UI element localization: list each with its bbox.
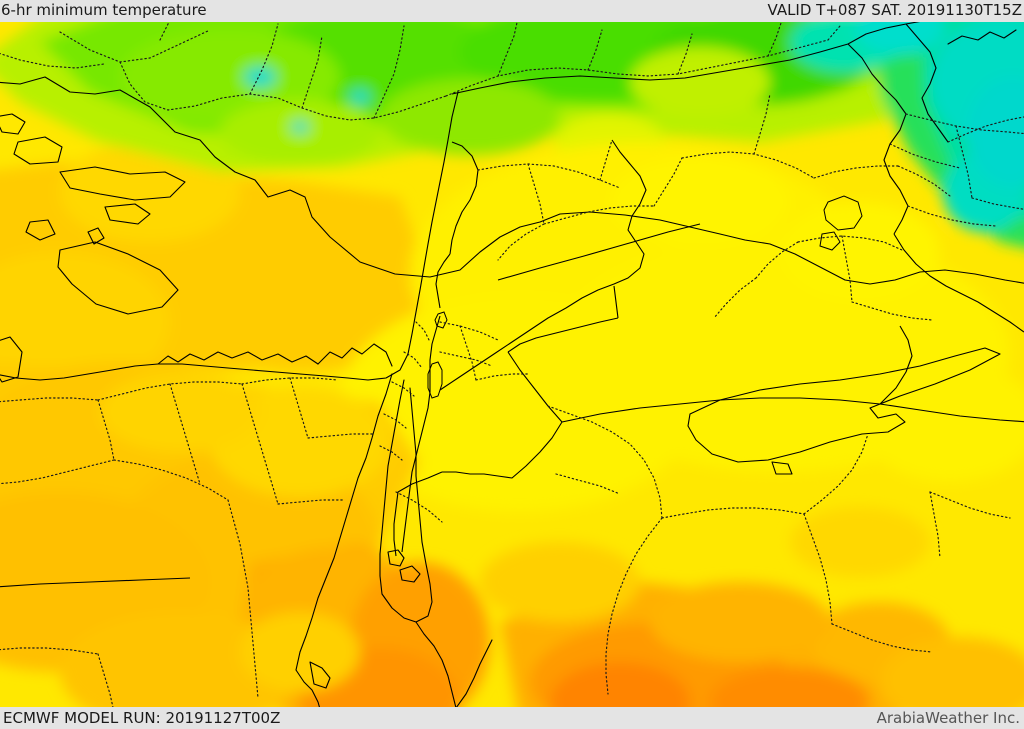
map-viewport[interactable] bbox=[0, 22, 1024, 707]
header-bar: 6-hr minimum temperature VALID T+087 SAT… bbox=[0, 0, 1024, 22]
footer-bar: ECMWF MODEL RUN: 20191127T00Z ArabiaWeat… bbox=[0, 707, 1024, 729]
coastlines bbox=[0, 29, 1024, 707]
temperature-heatmap bbox=[0, 22, 1024, 707]
attribution-label: ArabiaWeather Inc. bbox=[876, 709, 1020, 727]
national-borders bbox=[0, 22, 1024, 588]
page-title: 6-hr minimum temperature bbox=[1, 1, 207, 19]
model-run-label: ECMWF MODEL RUN: 20191127T00Z bbox=[3, 709, 281, 727]
admin-boundaries bbox=[0, 22, 1024, 707]
valid-time-label: VALID T+087 SAT. 20191130T15Z bbox=[767, 1, 1022, 19]
